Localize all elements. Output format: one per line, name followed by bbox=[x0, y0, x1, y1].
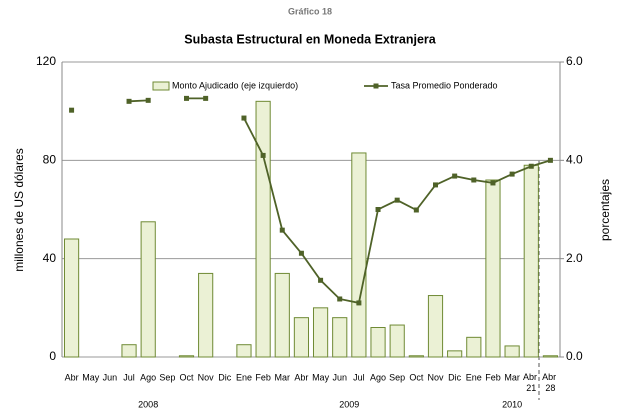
line-marker bbox=[356, 300, 362, 306]
y2-tick-label: 2.0 bbox=[566, 251, 583, 265]
bar bbox=[542, 355, 559, 358]
line-marker bbox=[471, 177, 477, 183]
x-tick-label: Dic bbox=[218, 372, 231, 382]
line-marker bbox=[452, 173, 458, 179]
year-label: 2009 bbox=[339, 399, 359, 409]
line-marker bbox=[184, 95, 189, 101]
x-tick-label: Mar bbox=[504, 372, 520, 382]
line-marker bbox=[433, 182, 438, 188]
bar bbox=[370, 327, 386, 358]
line-marker bbox=[509, 171, 515, 177]
x-tick-label: Sep bbox=[389, 372, 405, 382]
x-tick-label: Nov bbox=[198, 372, 215, 382]
x-tick-label: Oct bbox=[409, 372, 424, 382]
bar bbox=[485, 179, 501, 358]
line-marker bbox=[279, 227, 285, 233]
x-tick-label: Abr 28 bbox=[542, 372, 559, 393]
x-tick-label: Jul bbox=[353, 372, 365, 382]
line-marker bbox=[337, 296, 343, 302]
line-marker bbox=[490, 180, 496, 186]
year-label: 2010 bbox=[502, 399, 522, 409]
year-label: 2008 bbox=[138, 399, 158, 409]
line-marker bbox=[547, 157, 553, 163]
line-marker bbox=[126, 98, 132, 104]
bar bbox=[293, 317, 310, 358]
x-tick-label: Abr bbox=[294, 372, 308, 382]
bar bbox=[408, 355, 424, 358]
line-marker bbox=[203, 95, 209, 101]
line-marker bbox=[241, 115, 247, 121]
bar bbox=[466, 336, 482, 358]
x-tick-label: Abr bbox=[65, 372, 79, 382]
legend-label: Monto Ajudicado (eje izquierdo) bbox=[172, 80, 298, 90]
bar bbox=[255, 100, 271, 358]
bar bbox=[523, 164, 539, 358]
x-tick-label: Mar bbox=[275, 372, 291, 382]
bar bbox=[351, 152, 367, 358]
bar bbox=[140, 221, 156, 358]
line-marker bbox=[318, 277, 324, 283]
bar bbox=[178, 355, 195, 358]
x-tick-label: Ago bbox=[370, 372, 386, 382]
line-marker bbox=[260, 152, 266, 158]
y2-axis-label: porcentajes bbox=[598, 179, 612, 241]
x-tick-label: Dic bbox=[448, 372, 461, 382]
bar bbox=[63, 238, 80, 358]
bar bbox=[447, 350, 463, 358]
y-tick-label: 0 bbox=[49, 349, 56, 363]
y2-tick-label: 4.0 bbox=[566, 153, 583, 167]
line-marker bbox=[69, 107, 75, 113]
x-tick-label: Jun bbox=[332, 372, 347, 382]
x-tick-label: Oct bbox=[179, 372, 194, 382]
bar bbox=[427, 295, 444, 358]
x-tick-label: Feb bbox=[255, 372, 271, 382]
line-marker bbox=[413, 207, 419, 213]
x-tick-label: Jul bbox=[123, 372, 135, 382]
line-marker bbox=[145, 97, 151, 103]
line-marker bbox=[528, 163, 534, 169]
line-marker bbox=[298, 250, 304, 256]
legend-swatch bbox=[373, 83, 379, 89]
bar bbox=[121, 344, 137, 358]
x-tick-label: Ene bbox=[236, 372, 252, 382]
x-tick-label: Ene bbox=[466, 372, 482, 382]
x-tick-label: Feb bbox=[485, 372, 501, 382]
bar bbox=[389, 324, 405, 358]
bar bbox=[332, 317, 348, 358]
x-tick-label: Ago bbox=[140, 372, 156, 382]
chart-title: Subasta Estructural en Moneda Extranjera bbox=[184, 32, 437, 46]
bar bbox=[198, 272, 214, 358]
x-tick-label: Jun bbox=[103, 372, 118, 382]
line-marker bbox=[394, 197, 400, 203]
x-tick-label: Sep bbox=[159, 372, 175, 382]
x-tick-label: Abr 21 bbox=[523, 372, 540, 393]
y-tick-label: 40 bbox=[43, 251, 57, 265]
x-tick-label: Nov bbox=[427, 372, 444, 382]
chart-supertitle: Gráfico 18 bbox=[288, 6, 332, 16]
bar bbox=[312, 307, 329, 358]
y2-tick-label: 6.0 bbox=[566, 54, 583, 68]
bar bbox=[504, 345, 520, 358]
x-tick-label: May bbox=[82, 372, 100, 382]
y-axis-label: millones de US dólares bbox=[12, 148, 26, 271]
y-tick-label: 120 bbox=[36, 54, 56, 68]
bar bbox=[274, 272, 290, 358]
x-tick-label: May bbox=[312, 372, 330, 382]
line-marker bbox=[375, 207, 381, 212]
legend-swatch bbox=[152, 81, 170, 91]
bar bbox=[236, 344, 252, 358]
y2-tick-label: 0.0 bbox=[566, 349, 583, 363]
y-tick-label: 80 bbox=[43, 153, 57, 167]
legend-label: Tasa Promedio Ponderado bbox=[391, 80, 498, 90]
